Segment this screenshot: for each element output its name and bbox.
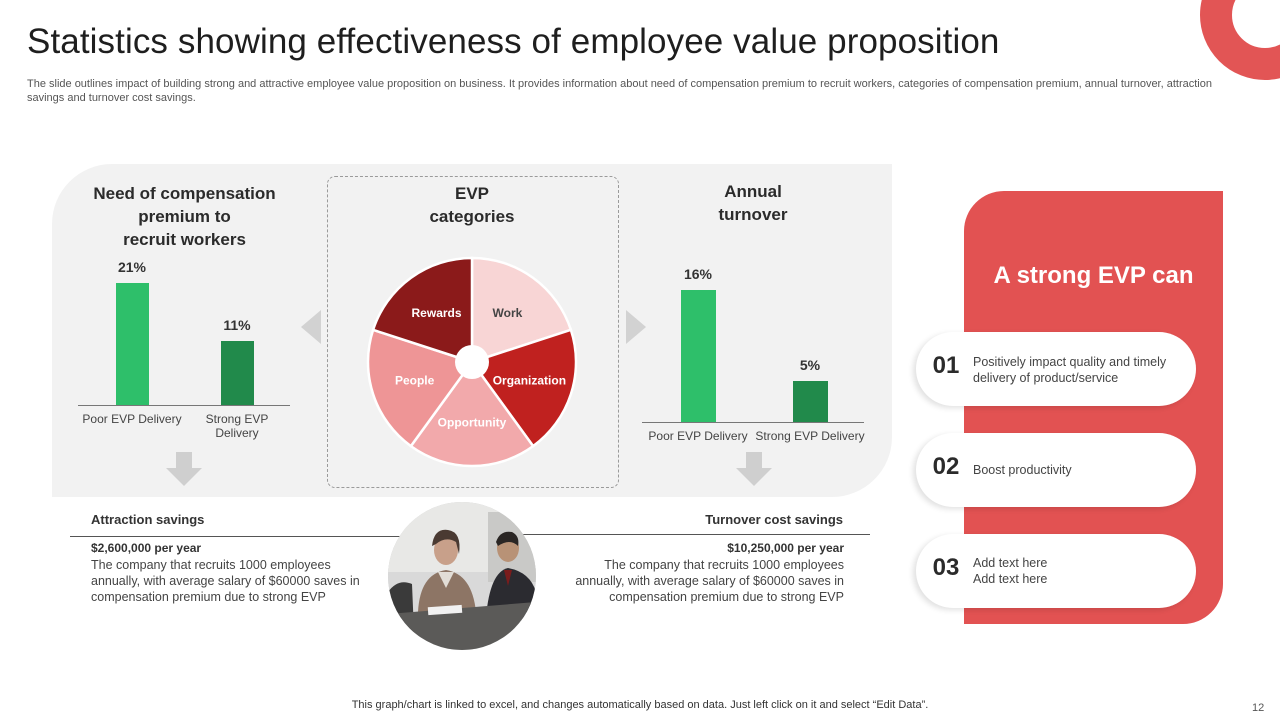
chart3-title-line: Annual — [724, 182, 782, 201]
decorative-ring — [1200, 0, 1280, 80]
attraction-savings-heading: Attraction savings — [91, 512, 205, 527]
attraction-savings-text: The company that recruits 1000 employees… — [91, 558, 360, 604]
bar-data-label: 16% — [683, 266, 713, 283]
chart1-title-line: premium to — [138, 207, 231, 226]
category-label-line: Delivery — [215, 426, 259, 440]
category-label-line: Poor EVP Delivery — [648, 429, 748, 443]
arrow-down-icon — [736, 452, 772, 486]
pie-slice-people[interactable] — [366, 328, 475, 448]
category-label: Strong EVP Delivery — [752, 429, 868, 443]
bar[interactable] — [680, 290, 716, 422]
chart1-title: Need of compensation premium to recruit … — [82, 182, 287, 251]
page-number: 12 — [1252, 702, 1265, 714]
pie-slice-label: Rewards — [412, 306, 462, 320]
pie-slice-label: Work — [493, 306, 523, 320]
pie-center-hole — [455, 345, 489, 379]
category-label-line: Poor EVP Delivery — [82, 412, 182, 426]
item-text: Positively impact quality and timely del… — [973, 355, 1167, 385]
turnover-savings-heading: Turnover cost savings — [705, 512, 843, 527]
turnover-savings-amount: $10,250,000 per year — [727, 541, 844, 555]
footer-note: This graph/chart is linked to excel, and… — [351, 699, 929, 711]
item-text: Add text here Add text here — [973, 556, 1048, 586]
chart2-title-line: categories — [429, 207, 515, 226]
item-number: 03 — [932, 554, 960, 581]
evp-categories-box — [327, 176, 619, 488]
category-label-line: Strong EVP — [205, 412, 269, 426]
turnover-savings-text: The company that recruits 1000 employees… — [575, 558, 844, 604]
pie-slice-label: Opportunity — [438, 415, 507, 429]
pie-slice-organization[interactable] — [469, 328, 578, 448]
bar[interactable] — [792, 380, 828, 422]
category-label: Poor EVP Delivery — [74, 412, 190, 426]
evp-panel-title: A strong EVP can — [993, 262, 1194, 289]
chart3-title: Annual turnover — [678, 180, 828, 226]
left-triangle-connector — [301, 310, 321, 344]
page-subtitle: The slide outlines impact of building st… — [27, 78, 1212, 104]
x-axis-line — [642, 422, 864, 423]
pie-slice-label: Organization — [493, 374, 566, 388]
item-number: 01 — [932, 352, 960, 379]
right-triangle-connector — [626, 310, 646, 344]
page-title: Statistics showing effectiveness of empl… — [27, 22, 1000, 61]
bar-data-label: 5% — [799, 356, 821, 373]
category-label: Strong EVP Delivery — [179, 412, 295, 440]
evp-item-02: 02 Boost productivity — [916, 433, 1196, 507]
bar[interactable] — [220, 341, 254, 405]
bar-data-label: 21% — [117, 258, 147, 275]
category-label-line: Strong EVP Delivery — [755, 429, 865, 443]
x-axis-line — [78, 405, 290, 406]
meeting-photo-illustration — [388, 502, 536, 650]
attraction-savings-amount: $2,600,000 per year — [91, 541, 202, 555]
pie-slice-opportunity[interactable] — [409, 359, 535, 468]
evp-item-01: 01 Positively impact quality and timely … — [916, 332, 1196, 406]
divider — [520, 534, 870, 535]
meeting-photo — [388, 502, 536, 650]
evp-categories-pie-chart[interactable]: Work Organization Opportunity People Rewards — [360, 250, 584, 474]
category-label: Poor EVP Delivery — [640, 429, 756, 443]
pie-slice-label: People — [395, 374, 435, 388]
chart2-title-line: EVP — [454, 184, 490, 203]
chart1-title-line: Need of compensation — [93, 184, 276, 203]
bar-data-label: 11% — [223, 317, 251, 333]
chart1-title-line: recruit workers — [123, 230, 246, 249]
pie-slice-rewards[interactable] — [371, 256, 474, 364]
bar[interactable] — [115, 282, 149, 405]
item-number: 02 — [932, 453, 960, 480]
evp-item-03: 03 Add text here Add text here — [916, 534, 1196, 608]
pie-slice-work[interactable] — [470, 256, 573, 364]
divider — [70, 536, 400, 537]
arrow-down-icon — [166, 452, 202, 486]
item-text: Boost productivity — [973, 463, 1072, 477]
chart3-title-line: turnover — [718, 205, 788, 224]
chart2-title: EVP categories — [372, 182, 572, 228]
